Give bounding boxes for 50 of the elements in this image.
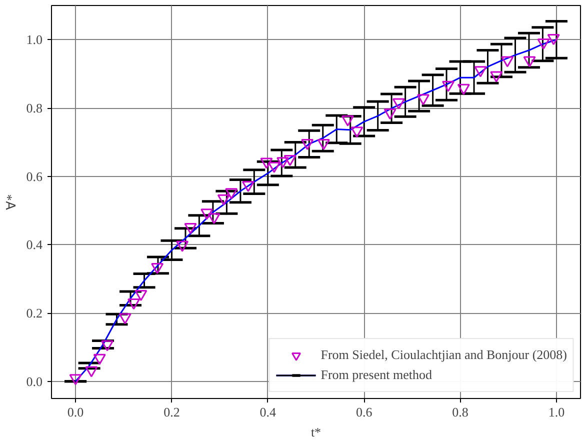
point [151,263,164,274]
point [276,157,290,168]
y-tick-label: 0.2 [26,306,42,321]
x-tick-label: 0.2 [164,404,180,420]
point [457,84,470,95]
x-axis-title: t* [310,424,322,440]
point [341,115,354,126]
point [184,223,197,234]
y-tick-label: 0.4 [26,237,43,252]
y-tick-label: 0.6 [26,168,43,184]
x-tick-label: 0.6 [356,404,373,420]
point [490,71,503,82]
point [268,162,280,173]
y-tick-label: 0.0 [26,374,42,389]
point [69,374,82,386]
point [350,126,364,138]
point [317,138,330,150]
y-tick-label: 1.0 [26,32,42,48]
point [284,155,296,166]
y-axis-title: ∀* [3,194,18,210]
point [392,98,405,110]
point [93,354,106,365]
point [442,80,454,92]
x-tick-label: 0.4 [260,404,277,420]
point [200,208,214,220]
point [260,158,273,169]
point [537,38,550,50]
point [85,366,98,378]
point [242,180,254,192]
y-tick-label: 0.8 [26,100,42,116]
point [474,66,487,78]
legend-label: From Siedel, Cioulachtjian and Bonjour (2008) [320,347,567,363]
point [208,213,220,224]
point [501,56,514,68]
point [134,290,148,302]
point [118,313,132,324]
point [217,194,230,206]
point [384,108,396,120]
point [301,138,314,150]
x-tick-label: 0.0 [67,404,84,420]
x-tick-label: 0.8 [452,404,468,420]
legend-label: From present method [320,367,432,383]
point [101,340,114,352]
point [176,240,189,252]
point [225,188,238,200]
point [523,56,536,68]
point [416,94,430,106]
point [547,34,560,46]
point [127,298,140,310]
x-tick-label: 1.0 [548,404,565,420]
